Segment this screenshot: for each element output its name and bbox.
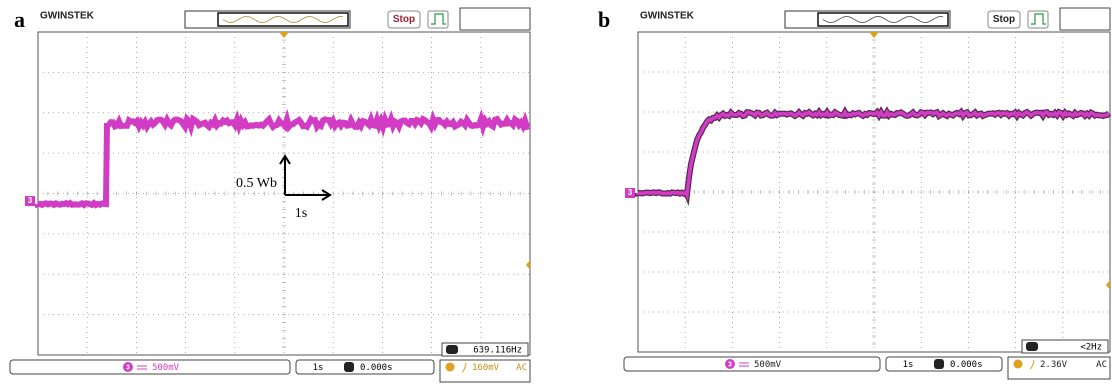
y-scale-label: 0.5 Wb	[236, 176, 277, 191]
frequency-value: <2Hz	[1080, 343, 1102, 353]
frequency-icon	[446, 345, 458, 354]
frequency-icon	[1026, 342, 1038, 351]
timebase-value: 1s	[903, 360, 914, 370]
brand-logo: GWINSTEK	[640, 11, 695, 22]
trigger-source-icon	[446, 363, 455, 372]
waveform-window	[818, 13, 948, 26]
channel-marker-label: 3	[28, 196, 33, 205]
brand-logo: GWINSTEK	[40, 11, 95, 22]
trigger-level: 160mV	[472, 363, 500, 373]
scale-box	[10, 360, 290, 374]
status-box	[460, 8, 530, 30]
scale-value: 500mV	[152, 363, 180, 373]
channel-marker-label: 3	[628, 188, 633, 197]
horizontal-icon	[344, 362, 354, 372]
channel-badge-label: 3	[126, 364, 130, 371]
stop-label: Stop	[393, 14, 415, 25]
coupling: AC	[1096, 360, 1107, 370]
timebase-value: 1s	[313, 363, 324, 373]
status-box	[1060, 8, 1110, 30]
frequency-value: 639.116Hz	[473, 346, 522, 356]
position-value: 0.000s	[360, 363, 393, 373]
x-scale-label: 1s	[295, 206, 307, 221]
horizontal-icon	[934, 359, 944, 369]
panel-label: b	[598, 7, 610, 32]
panel-label: a	[14, 7, 25, 32]
coupling: AC	[516, 363, 527, 373]
trigger-level: 2.36V	[1040, 360, 1068, 370]
scale-box	[624, 357, 880, 371]
scale-value: 500mV	[754, 360, 782, 370]
waveform-window	[218, 13, 348, 26]
channel-badge-label: 3	[728, 361, 732, 368]
position-value: 0.000s	[950, 360, 983, 370]
stop-label: Stop	[993, 14, 1015, 25]
trigger-source-icon	[1014, 360, 1023, 369]
figure: a GWINSTEK Stop 3 639.116Hz 3 500mV 1s 0.000s 160…	[0, 0, 1112, 387]
